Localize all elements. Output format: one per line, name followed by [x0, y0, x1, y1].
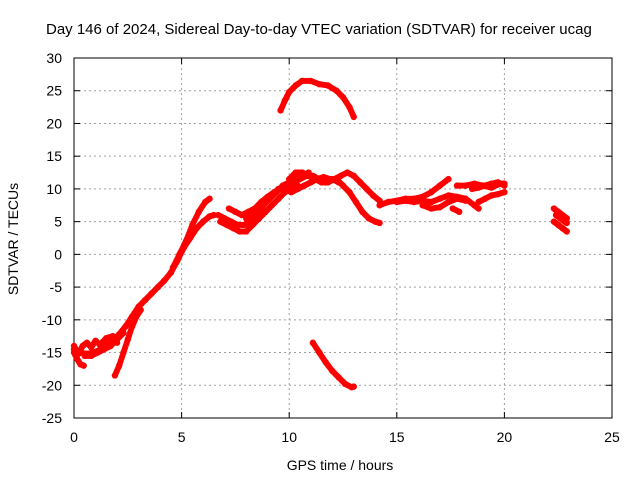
gridlines — [74, 58, 612, 418]
chart-title: Day 146 of 2024, Sidereal Day-to-day VTE… — [46, 21, 592, 38]
data-point — [456, 208, 463, 216]
y-tick-label: -25 — [42, 410, 62, 426]
x-tick-label: 15 — [389, 429, 405, 445]
series-early-low-c — [70, 349, 87, 369]
data-point — [445, 175, 452, 183]
y-tick-label: -20 — [42, 377, 62, 393]
series-low-branch — [309, 339, 357, 391]
series-late-g — [468, 179, 508, 193]
y-tick-label: 25 — [46, 83, 62, 99]
x-tick-label: 25 — [604, 429, 620, 445]
series-tail-c — [552, 211, 571, 227]
x-tick-label: 0 — [70, 429, 78, 445]
data-point — [563, 228, 571, 235]
y-tick-label: 0 — [54, 246, 62, 262]
data-point — [120, 329, 127, 337]
y-tick-label: -15 — [42, 345, 62, 361]
x-tick-label: 20 — [497, 429, 513, 445]
series-early-low-e — [81, 329, 127, 360]
series-early-low-d — [111, 306, 144, 379]
data-point — [350, 113, 357, 121]
y-tick-label: 30 — [46, 50, 62, 66]
axes — [73, 57, 613, 419]
y-axis-label: SDTVAR / TECUs — [5, 183, 21, 295]
series-early-low-a — [70, 211, 218, 358]
data-point — [376, 219, 383, 227]
y-tick-label: -5 — [50, 279, 63, 295]
data-point — [462, 197, 469, 204]
data-point — [137, 306, 144, 314]
data-point — [80, 362, 87, 369]
series-mid-d — [242, 173, 334, 222]
y-tick-label: 20 — [46, 115, 62, 131]
plot-frame — [73, 57, 613, 419]
series-early-low-b — [70, 332, 121, 358]
data-point — [563, 219, 571, 227]
series-mid-e — [286, 169, 383, 204]
data-point — [501, 188, 508, 196]
y-tick-label: -10 — [42, 312, 62, 328]
series-mid-f — [333, 175, 383, 227]
series-late-c — [419, 195, 469, 212]
series-late-f — [475, 188, 508, 206]
y-tick-label: 5 — [54, 214, 62, 230]
series-tail-b — [550, 218, 571, 235]
tick-labels: 0 5 10 15 20 25 -25 -20 -15 -10 -5 0 5 10 15 20 25 30 — [42, 50, 620, 445]
series-late-b — [393, 192, 482, 212]
y-tick-label: 10 — [46, 181, 62, 197]
data-point — [475, 205, 482, 212]
series-high-arc — [277, 77, 357, 121]
data-point — [206, 195, 213, 202]
series-rise-to-peak — [169, 195, 213, 271]
series-late-d — [449, 205, 463, 216]
series-tail-a — [550, 205, 571, 222]
series-mid-b — [217, 182, 302, 235]
data-point — [501, 182, 508, 189]
y-tick-label: 15 — [46, 148, 62, 164]
data-point — [350, 383, 357, 390]
x-axis-label: GPS time / hours — [287, 457, 394, 473]
data-series — [70, 77, 571, 391]
x-tick-label: 5 — [178, 429, 186, 445]
x-tick-label: 10 — [281, 429, 297, 445]
